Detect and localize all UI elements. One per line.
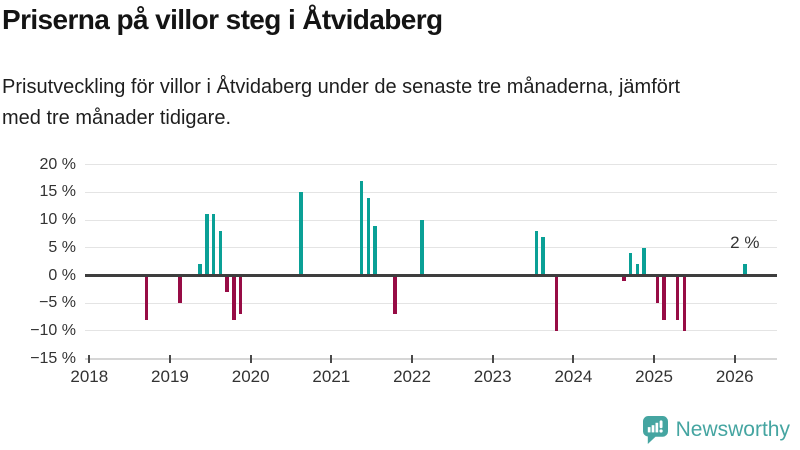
x-tick-label: 2023 (473, 367, 512, 386)
bar-negative (232, 275, 236, 320)
bar-negative (225, 275, 229, 293)
bar-positive (541, 236, 545, 276)
x-tick-label: 2019 (151, 367, 189, 386)
gridline (85, 191, 777, 193)
bar-positive (198, 264, 202, 276)
axis-tick (411, 355, 414, 363)
x-tick-label: 2020 (231, 367, 270, 386)
y-tick-label: 5 % (48, 238, 76, 256)
axis-tick (491, 355, 494, 363)
axis-tick (653, 355, 656, 363)
y-tick-label: 20 % (39, 155, 76, 173)
gridline (85, 164, 777, 166)
x-tick-label: 2025 (635, 367, 673, 386)
bar-positive (743, 264, 747, 276)
x-tick-label: 2022 (393, 367, 431, 386)
bar-negative (662, 275, 666, 320)
bar-positive (420, 220, 424, 276)
x-axis-line (85, 358, 777, 360)
axis-tick (733, 355, 736, 363)
x-tick-label: 2021 (312, 367, 351, 386)
chart-title: Priserna på villor steg i Åtvidaberg (2, 4, 443, 35)
bar-positive (218, 231, 223, 276)
y-tick-label: 0 % (48, 266, 76, 284)
bar-positive (366, 197, 371, 276)
bar-positive (205, 214, 209, 276)
bar-negative (238, 275, 243, 315)
bar-positive (299, 192, 303, 276)
y-tick-label: 15 % (39, 183, 76, 201)
bar-negative (144, 275, 149, 320)
x-tick-label: 2026 (715, 367, 754, 386)
bar-negative (393, 275, 397, 315)
y-tick-label: 10 % (39, 211, 76, 229)
newsworthy-logo-icon (642, 416, 668, 444)
axis-tick (88, 355, 91, 363)
bar-positive (642, 247, 646, 276)
bar-positive (359, 181, 364, 276)
bar-annotation: 2 % (730, 233, 760, 252)
y-tick-label: −5 % (39, 294, 76, 312)
gridline (85, 247, 777, 249)
gridline (85, 219, 777, 221)
bar-negative (675, 275, 680, 320)
x-tick-label: 2018 (70, 367, 109, 386)
axis-tick (168, 355, 171, 363)
bar-negative (655, 275, 660, 304)
bar-positive (373, 225, 377, 276)
axis-tick (249, 355, 252, 363)
zero-line (85, 274, 777, 277)
bar-negative (622, 275, 626, 282)
y-tick-label: −10 % (30, 321, 76, 339)
bar-positive (534, 231, 539, 276)
chart-subtitle: Prisutveckling för villor i Åtvidaberg u… (2, 76, 681, 129)
bar-negative (554, 275, 559, 331)
y-tick-label: −15 % (30, 349, 76, 367)
bar-positive (211, 214, 216, 276)
brand-name: Newsworthy (675, 418, 790, 441)
x-tick-label: 2024 (554, 367, 593, 386)
brand-footer: Newsworthy (642, 416, 790, 444)
gridline (85, 302, 777, 304)
bar-negative (178, 275, 182, 304)
axis-tick (330, 355, 333, 363)
bar-positive (628, 253, 633, 276)
bar-positive (635, 264, 639, 276)
gridline (85, 330, 777, 332)
bar-negative (682, 275, 687, 331)
axis-tick (572, 355, 575, 363)
